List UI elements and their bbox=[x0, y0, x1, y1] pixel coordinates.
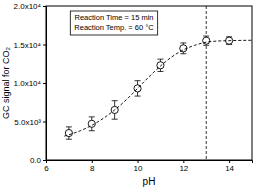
x-tick: 10 bbox=[134, 160, 143, 173]
x-tick-label: 10 bbox=[134, 164, 143, 173]
y-axis-line bbox=[43, 7, 47, 161]
x-tick: 14 bbox=[225, 160, 234, 173]
y-tick-label: 0.0 bbox=[30, 156, 42, 165]
error-bar-cap bbox=[112, 119, 118, 120]
error-bar-cap bbox=[203, 45, 209, 46]
y-tick-mark bbox=[43, 122, 46, 123]
error-bar bbox=[157, 59, 163, 71]
error-bar-cap bbox=[180, 53, 186, 54]
error-bar-cap bbox=[66, 126, 72, 127]
x-tick-mark bbox=[183, 160, 184, 163]
y-tick-label: 2.0x10⁴ bbox=[14, 2, 42, 11]
x-tick: 6 bbox=[44, 160, 49, 173]
error-bar bbox=[180, 43, 186, 54]
y-tick-label: 5.0x10³ bbox=[14, 118, 41, 127]
x-tick-label: 14 bbox=[225, 164, 234, 173]
x-tick-mark bbox=[92, 160, 93, 163]
error-bar-cap bbox=[157, 59, 163, 60]
chart: 6 8 10 12 14 0.0 5.0x10³ 1.0x10⁴ 1.5x10⁴ 2.0x10⁴ R… bbox=[0, 0, 259, 189]
plot-frame bbox=[46, 6, 252, 160]
marks bbox=[64, 6, 252, 160]
x-axis-title: pH bbox=[143, 176, 156, 187]
x-tick-mark bbox=[138, 160, 139, 163]
x-tick: 8 bbox=[90, 160, 95, 173]
error-bar-cap bbox=[157, 71, 163, 72]
y-tick-mark bbox=[43, 160, 46, 161]
error-bar bbox=[203, 36, 209, 45]
error-bar bbox=[135, 81, 141, 96]
y-tick: 1.5x10⁴ bbox=[14, 41, 46, 50]
plot: 6 8 10 12 14 0.0 5.0x10³ 1.0x10⁴ 1.5x10⁴ 2.0x10⁴ R… bbox=[14, 2, 253, 173]
y-tick: 5.0x10³ bbox=[14, 118, 46, 127]
error-bar-cap bbox=[203, 36, 209, 37]
annotation-box: Reaction Time = 15 minReaction Temp. = 6… bbox=[70, 11, 157, 35]
y-tick-mark bbox=[43, 45, 46, 46]
annotation-frame bbox=[70, 11, 157, 35]
reference-line bbox=[206, 6, 207, 160]
y-tick-label: 1.0x10⁴ bbox=[14, 79, 42, 88]
y-tick: 2.0x10⁴ bbox=[14, 2, 46, 11]
x-axis-line bbox=[47, 161, 253, 164]
x-tick-label: 6 bbox=[44, 164, 49, 173]
error-bar-cap bbox=[66, 139, 72, 140]
error-bar bbox=[66, 127, 72, 139]
y-axis: 0.0 5.0x10³ 1.0x10⁴ 1.5x10⁴ 2.0x10⁴ bbox=[14, 2, 47, 165]
y-axis-title: GC signal for CO₂ bbox=[1, 46, 11, 119]
x-axis: 6 8 10 12 14 bbox=[44, 160, 252, 173]
fit-line bbox=[64, 40, 252, 136]
error-bar-cap bbox=[180, 42, 186, 43]
annotation: Reaction Time = 15 min bbox=[74, 13, 153, 22]
error-bar-cap bbox=[89, 116, 95, 117]
y-tick-mark bbox=[43, 83, 46, 84]
x-tick-label: 8 bbox=[90, 164, 95, 173]
error-bar-cap bbox=[135, 80, 141, 81]
y-tick-label: 1.5x10⁴ bbox=[14, 41, 42, 50]
x-tick-mark bbox=[229, 160, 230, 163]
y-tick: 1.0x10⁴ bbox=[14, 79, 46, 88]
x-tick-label: 12 bbox=[179, 164, 188, 173]
error-bar-cap bbox=[89, 130, 95, 131]
y-tick: 0.0 bbox=[30, 156, 46, 165]
annotation: Reaction Temp. = 60 °C bbox=[74, 23, 154, 32]
y-tick-mark bbox=[43, 6, 46, 7]
error-bar-cap bbox=[135, 96, 141, 97]
x-tick: 12 bbox=[179, 160, 188, 173]
error-bar-cap bbox=[112, 100, 118, 101]
